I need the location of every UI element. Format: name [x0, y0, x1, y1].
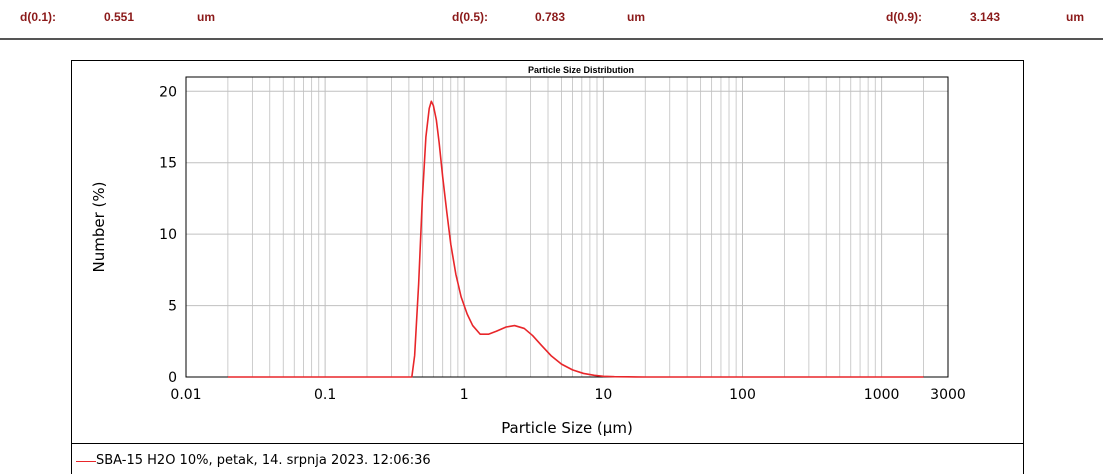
plot-border [185, 76, 949, 378]
d50-value: 0.783 [535, 10, 566, 24]
x-tick-label-4: 100 [729, 387, 756, 403]
y-tick-label-1: 5 [168, 299, 177, 315]
x-tick-label-6: 3000 [930, 387, 966, 403]
chart-panel: 0.01 0.1 1 10 100 1000 3000 0 5 10 15 20 Particle Si… [71, 60, 1024, 444]
x-tick-label-3: 10 [594, 387, 612, 403]
stats-row: d(0.1): 0.551 um d(0.5): 0.783 um d(0.9)… [0, 0, 1103, 40]
particle-size-chart: 0.01 0.1 1 10 100 1000 3000 0 5 10 15 20 Particle Si… [90, 65, 966, 437]
d90-value: 3.143 [970, 10, 1001, 24]
x-tick-label-0: 0.01 [170, 387, 201, 403]
y-tick-label-0: 0 [168, 370, 177, 386]
d90-unit: um [1066, 10, 1084, 24]
d50-unit: um [627, 10, 645, 24]
legend-swatch [76, 461, 96, 462]
x-axis-label: Particle Size (µm) [501, 419, 633, 437]
d10-unit: um [197, 10, 215, 24]
series-line-0 [227, 100, 924, 378]
legend-entry: SBA-15 H2O 10%, petak, 14. srpnja 2023. … [96, 453, 431, 468]
d50-label: d(0.5): [452, 10, 488, 24]
plot-area [186, 77, 948, 377]
y-tick-label-3: 15 [159, 156, 177, 172]
chart-title: Particle Size Distribution [528, 65, 634, 75]
x-tick-label-5: 1000 [864, 387, 900, 403]
y-tick-label-4: 20 [159, 84, 177, 100]
x-tick-label-1: 0.1 [314, 387, 336, 403]
d10-label: d(0.1): [20, 10, 56, 24]
d10-value: 0.551 [104, 10, 135, 24]
legend: SBA-15 H2O 10%, petak, 14. srpnja 2023. … [71, 443, 1024, 474]
y-tick-label-2: 10 [159, 227, 177, 243]
x-tick-label-2: 1 [460, 387, 469, 403]
d90-label: d(0.9): [886, 10, 922, 24]
y-axis-label: Number (%) [90, 182, 108, 273]
